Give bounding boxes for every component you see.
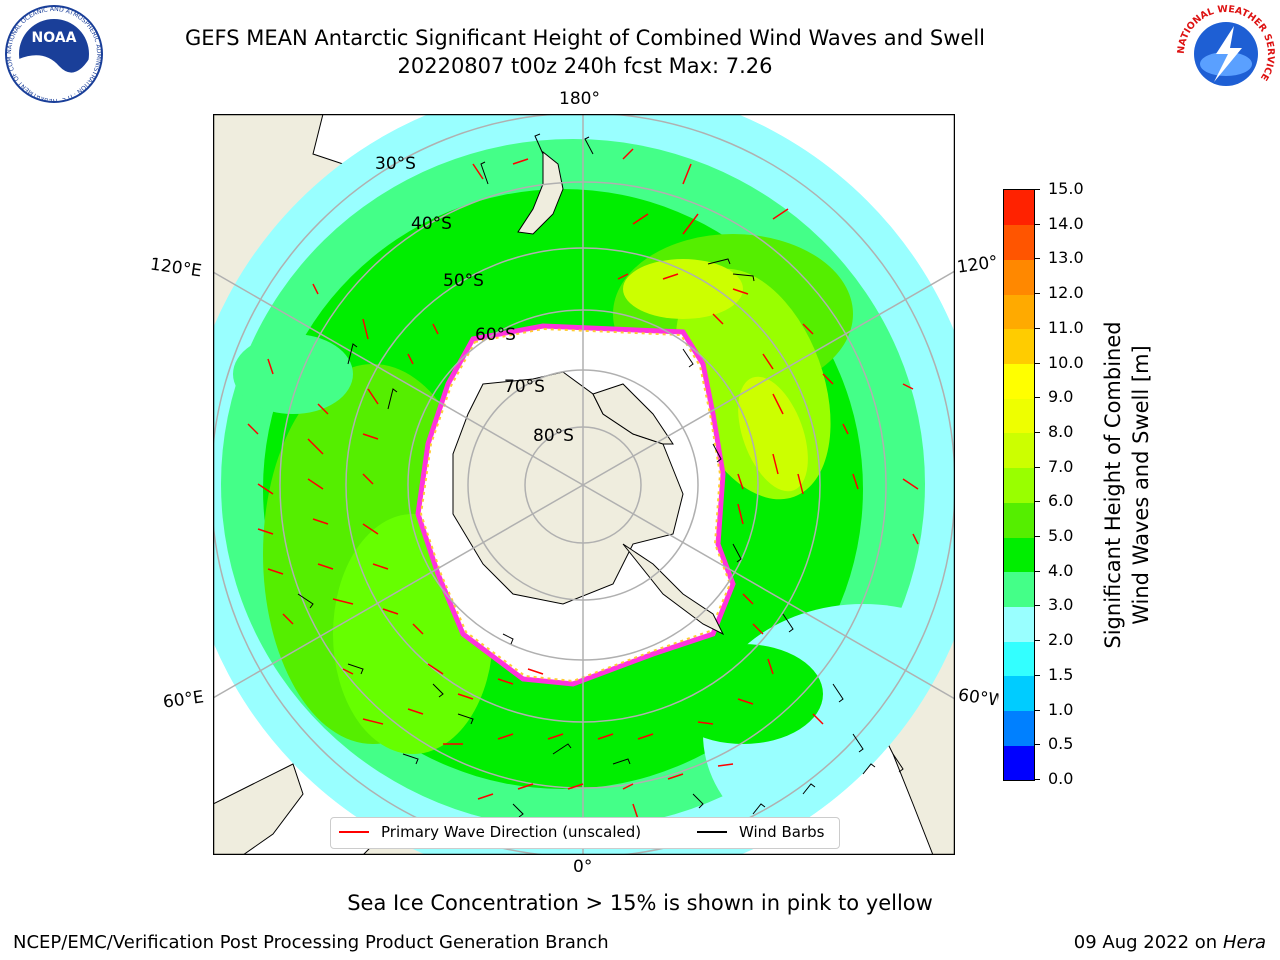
new-zealand	[517, 150, 564, 235]
colorbar-tick-mark	[1034, 605, 1040, 607]
colorbar-tick-mark	[1034, 293, 1040, 295]
lon-label-60w: 60°W	[956, 685, 1000, 711]
colorbar-tick-mark	[1034, 189, 1040, 190]
colorbar-segment	[1004, 606, 1034, 642]
colorbar-ticks: 0.0 0.5 1.0 1.5 2.0 3.0 4.0 5.0 6.0 7.0 8.0 9.0 10.0…	[1034, 179, 1094, 788]
colorbar-segment	[1004, 432, 1034, 469]
colorbar-segment	[1004, 224, 1034, 260]
lon-label-60e: 60°E	[161, 687, 206, 713]
wind-barbs	[297, 133, 904, 818]
colorbar-segment	[1004, 467, 1034, 503]
lon-label-120e: 120°E	[148, 254, 203, 282]
colorbar-segment	[1004, 398, 1034, 434]
colorbar-label-line1: Significant Height of Combined	[1101, 321, 1125, 649]
lat-label-30s: 30°S	[375, 154, 416, 174]
colorbar-tick-mark	[1034, 709, 1040, 711]
colorbar-tick-mark	[1034, 223, 1040, 225]
colorbar-tick-label: 1.0	[1048, 699, 1074, 719]
legend-wave-swatch	[339, 831, 369, 833]
footer-credit: NCEP/EMC/Verification Post Processing Pr…	[13, 932, 609, 953]
colorbar-tick-mark	[1034, 779, 1040, 780]
lat-label-80s: 80°S	[533, 426, 574, 446]
footer-date: 09 Aug 2022 on Hera	[1074, 932, 1266, 953]
colorbar-tick-mark	[1034, 466, 1040, 468]
colorbar-segment	[1004, 571, 1034, 607]
graticule	[213, 114, 955, 855]
colorbar-tick-mark	[1034, 327, 1040, 329]
chart-title-line2: 20220807 t00z 240h fcst Max: 7.26	[397, 54, 773, 78]
colorbar-segment	[1004, 710, 1034, 746]
colorbar-tick-label: 8.0	[1048, 421, 1074, 441]
colorbar-label-line2: Wind Waves and Swell [m]	[1129, 345, 1153, 625]
lat-label-40s: 40°S	[411, 214, 452, 234]
lat-label-70s: 70°S	[504, 377, 545, 397]
lat-label-60s: 60°S	[475, 325, 516, 345]
colorbar-tick-label: 13.0	[1048, 248, 1084, 268]
lon-label-180: 180°	[559, 89, 600, 109]
colorbar-tick-mark	[1034, 397, 1040, 399]
colorbar-tick-mark	[1034, 431, 1040, 433]
lat-label-50s: 50°S	[443, 271, 484, 291]
colorbar-tick-label: 4.0	[1048, 560, 1074, 580]
colorbar-tick-label: 1.5	[1048, 664, 1074, 684]
footer-date-text: 09 Aug 2022 on	[1073, 932, 1218, 953]
colorbar-tick-label: 0.0	[1048, 769, 1074, 788]
chart-title-line1: GEFS MEAN Antarctic Significant Height o…	[184, 26, 986, 50]
colorbar-tick-label: 7.0	[1048, 456, 1074, 476]
colorbar-segment	[1004, 294, 1034, 330]
legend-wind-swatch	[697, 831, 727, 833]
colorbar-tick-mark	[1034, 744, 1040, 746]
antarctica	[415, 323, 736, 687]
nws-logo: NATIONAL WEATHER SERVICE	[1176, 4, 1276, 102]
colorbar-tick-mark	[1034, 362, 1040, 364]
colorbar-segment	[1004, 675, 1034, 712]
sea-ice-note: Sea Ice Concentration > 15% is shown in …	[347, 891, 933, 915]
colorbar-segment	[1004, 745, 1034, 781]
colorbar-segment	[1004, 641, 1034, 677]
colorbar-tick-mark	[1034, 258, 1040, 260]
colorbar-tick-label: 9.0	[1048, 387, 1074, 407]
lon-label-120w: 120°W	[955, 252, 999, 278]
colorbar-segment	[1004, 259, 1034, 295]
colorbar	[1003, 189, 1035, 781]
colorbar-tick-mark	[1034, 570, 1040, 572]
colorbar-tick-mark	[1034, 640, 1040, 642]
colorbar-tick-label: 0.5	[1048, 734, 1074, 754]
colorbar-tick-label: 15.0	[1048, 179, 1084, 198]
colorbar-segment	[1004, 328, 1034, 365]
colorbar-tick-mark	[1034, 674, 1040, 676]
latitude-labels: 30°S 40°S 50°S 60°S 70°S 80°S	[375, 154, 574, 446]
map-legend: Primary Wave Direction (unscaled) Wind B…	[330, 817, 840, 849]
map-frame	[213, 114, 955, 855]
colorbar-tick-mark	[1034, 536, 1040, 538]
legend-wave-label: Primary Wave Direction (unscaled)	[381, 823, 642, 841]
colorbar-tick-label: 12.0	[1048, 283, 1084, 303]
colorbar-tick-label: 10.0	[1048, 352, 1084, 372]
colorbar-tick-label: 11.0	[1048, 317, 1084, 337]
noaa-logo-text: NOAA	[32, 30, 77, 46]
colorbar-tick-label: 3.0	[1048, 595, 1074, 615]
colorbar-segment	[1004, 502, 1034, 538]
colorbar-tick-label: 6.0	[1048, 491, 1074, 511]
footer-host: Hera	[1222, 932, 1266, 953]
noaa-logo: NATIONAL OCEANIC AND ATMOSPHERIC ADMINIS…	[4, 4, 103, 103]
colorbar-tick-label: 5.0	[1048, 526, 1074, 546]
wave-arrows	[247, 133, 919, 820]
colorbar-segment	[1004, 190, 1034, 226]
lon-label-0: 0°	[573, 857, 593, 877]
colorbar-tick-label: 14.0	[1048, 213, 1084, 233]
legend-wind-label: Wind Barbs	[739, 823, 825, 841]
colorbar-segment	[1004, 537, 1034, 573]
colorbar-label: Significant Height of Combined Wind Wave…	[1099, 235, 1155, 735]
polar-map: 30°S 40°S 50°S 60°S 70°S 80°S	[213, 114, 955, 855]
colorbar-tick-mark	[1034, 501, 1040, 503]
colorbar-tick-label: 2.0	[1048, 630, 1074, 650]
colorbar-segment	[1004, 363, 1034, 399]
